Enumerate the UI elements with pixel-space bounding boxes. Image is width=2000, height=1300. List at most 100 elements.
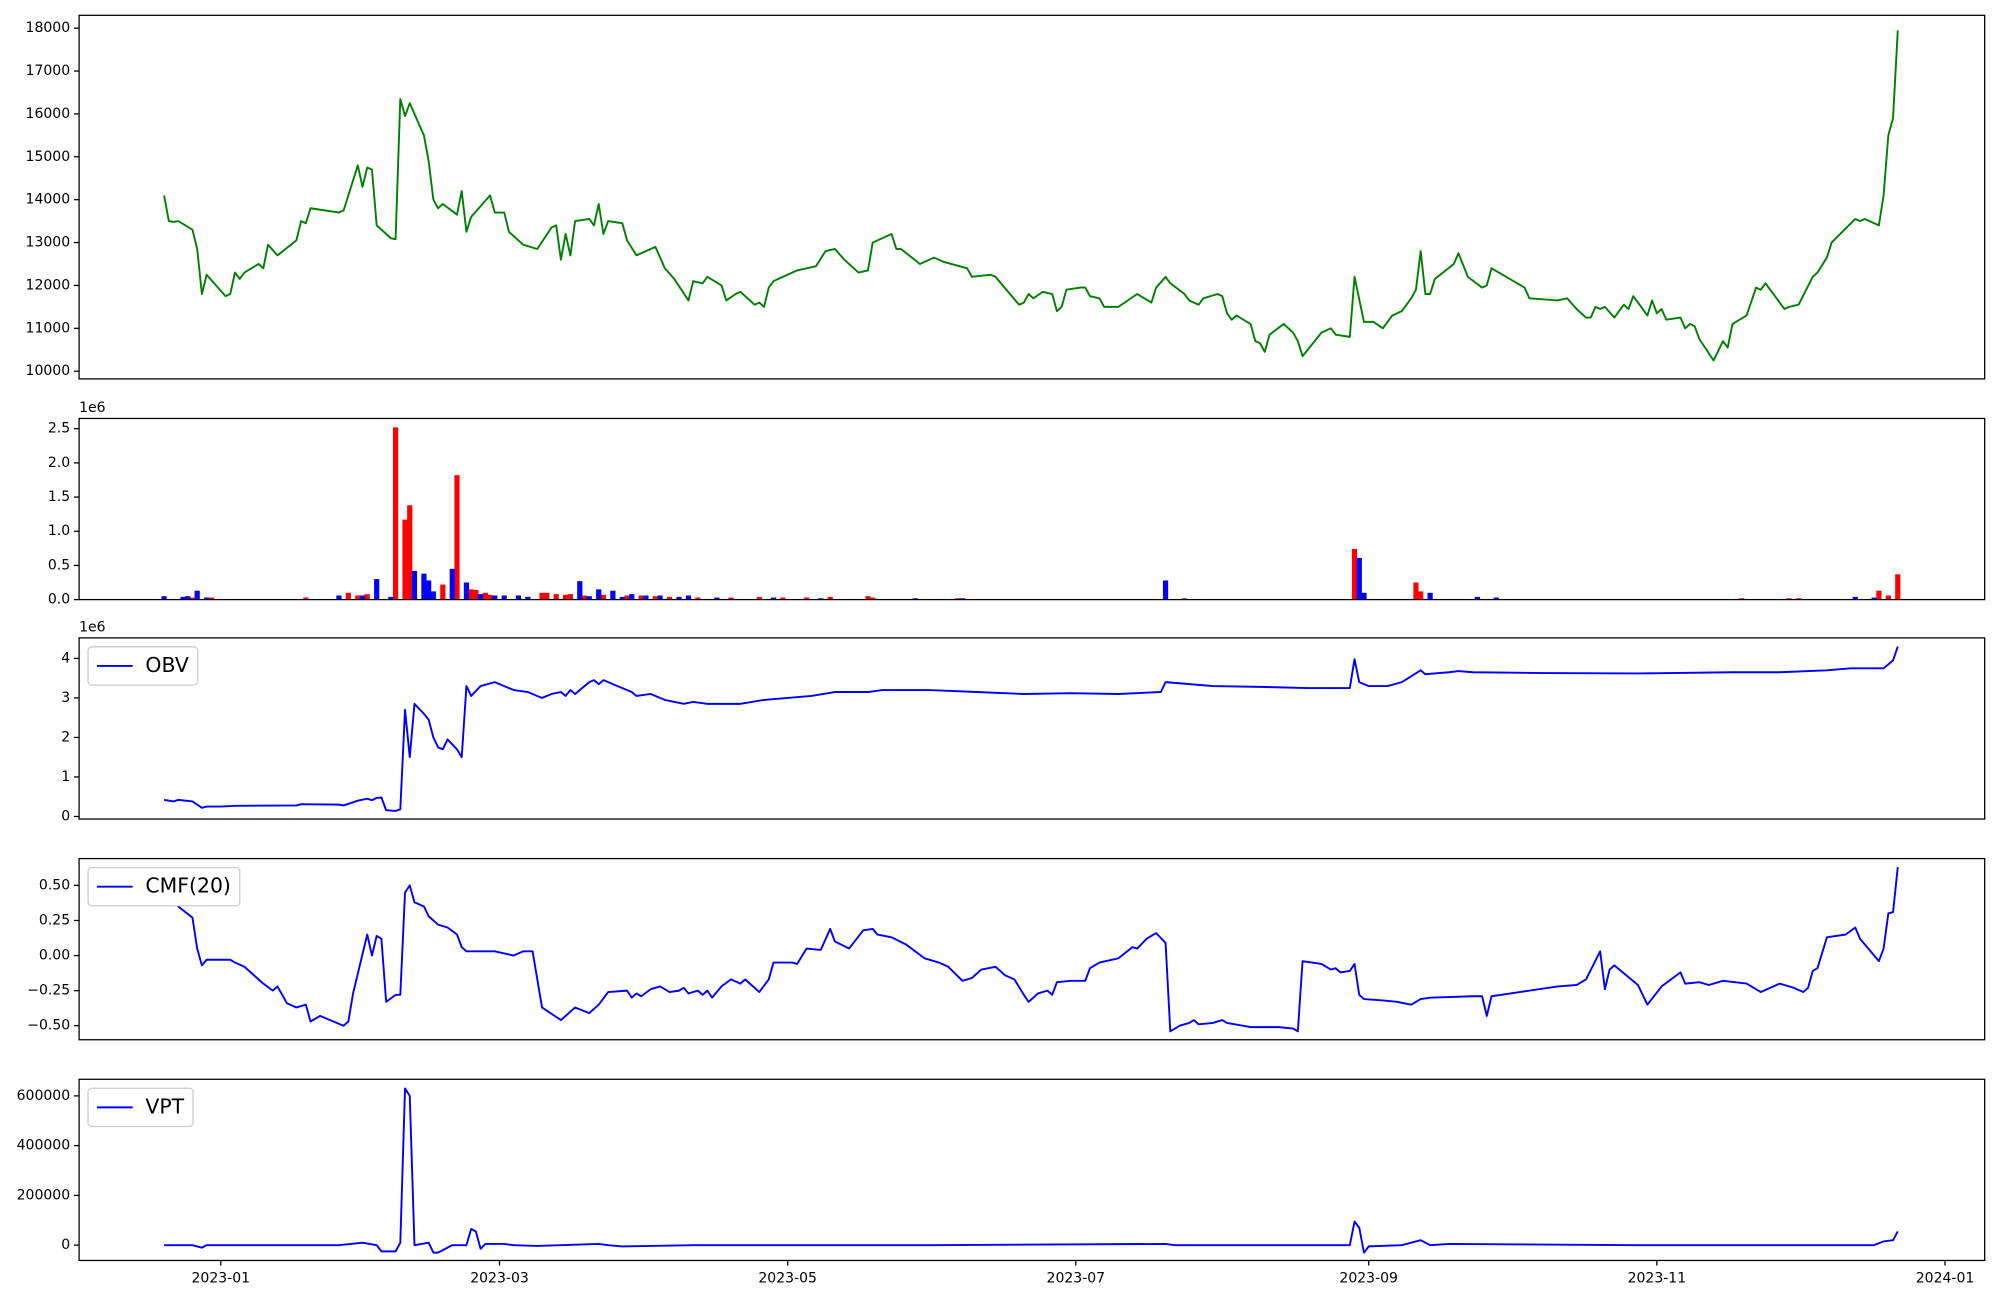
series-line <box>163 867 1899 1033</box>
volume-bar <box>1876 590 1882 600</box>
volume-bar <box>473 590 479 600</box>
panel-frame <box>78 1078 1986 1262</box>
volume-bar <box>629 594 635 600</box>
panel-frame <box>78 857 1986 1041</box>
legend: VPT <box>87 1087 194 1128</box>
volume-bar <box>1427 592 1433 600</box>
volume-bar <box>652 596 658 600</box>
volume-bar <box>666 596 673 600</box>
y-tick-label: −0.25 <box>27 983 70 999</box>
y-tick-label: 12000 <box>26 277 71 293</box>
volume-bar <box>912 598 918 600</box>
volume-bar <box>539 592 545 600</box>
volume-bar <box>685 595 692 600</box>
volume-bar <box>1361 592 1367 600</box>
volume-bar <box>643 595 649 600</box>
legend-box <box>87 1087 194 1128</box>
y-tick-label: 17000 <box>26 63 71 79</box>
volume-bar <box>208 597 214 600</box>
volume-bar <box>1356 557 1362 600</box>
volume-bar <box>1351 549 1358 600</box>
volume-bar <box>478 594 484 600</box>
volume-bar <box>402 519 408 600</box>
volume-bar <box>515 595 522 600</box>
series-line <box>163 30 1899 362</box>
volume-bar <box>501 595 507 600</box>
y-tick-label: 3 <box>61 690 70 706</box>
volume-bar <box>430 591 436 600</box>
x-tick-label: 2023-09 <box>1339 1270 1398 1286</box>
volume-bar <box>388 596 394 600</box>
volume-bar <box>185 596 191 600</box>
volume-bar <box>728 597 734 600</box>
volume-bar <box>596 589 602 600</box>
volume-bar <box>756 596 762 600</box>
series-line <box>164 1087 1899 1254</box>
y-tick-label: 18000 <box>26 20 71 36</box>
volume-bar <box>1885 595 1891 600</box>
legend-label: OBV <box>145 653 188 677</box>
volume-bar <box>780 597 786 600</box>
volume-bar <box>411 570 418 600</box>
legend: OBV <box>87 646 199 686</box>
volume-bar <box>581 595 588 600</box>
volume-bar <box>676 596 682 600</box>
legend-box <box>87 866 241 907</box>
volume-bar <box>827 596 833 600</box>
volume-bar <box>586 596 592 600</box>
volume-bar <box>355 595 361 600</box>
y-tick-label: 200000 <box>17 1187 71 1203</box>
x-tick-label: 2023-05 <box>758 1270 817 1286</box>
x-tick-label: 2024-01 <box>1916 1270 1975 1286</box>
volume-bar <box>204 597 210 600</box>
volume-bar <box>818 598 824 600</box>
y-tick-label: 1 <box>61 769 70 785</box>
y-tick-label: 15000 <box>26 149 71 165</box>
volume-bar <box>600 594 607 600</box>
volume-bar <box>865 596 871 600</box>
y-tick-label: 0 <box>61 1237 70 1253</box>
volume-bar <box>449 568 455 600</box>
x-tick-label: 2023-07 <box>1047 1270 1106 1286</box>
volume-bar <box>1895 574 1901 600</box>
y-tick-label: 13000 <box>26 235 71 251</box>
volume-bar <box>1474 596 1480 600</box>
volume-bar <box>487 594 493 600</box>
volume-bar <box>482 592 488 600</box>
y-tick-label: 400000 <box>17 1138 71 1154</box>
y-tick-label: 600000 <box>17 1088 71 1104</box>
volume-bar <box>463 582 470 600</box>
volume-bar <box>619 596 625 600</box>
volume-bar <box>714 597 720 600</box>
volume-bar <box>770 597 777 600</box>
volume-bar <box>544 592 550 600</box>
series-line <box>163 646 1899 812</box>
volume-bar <box>567 594 573 600</box>
volume-bar <box>407 505 413 600</box>
volume-bar <box>638 595 644 600</box>
legend-box <box>87 646 199 686</box>
volume-bar <box>1739 598 1745 600</box>
x-tick-label: 2023-03 <box>470 1270 529 1286</box>
y-tick-label: 0.0 <box>48 592 70 608</box>
x-tick-label: 2023-11 <box>1628 1270 1687 1286</box>
y-tick-label: 2 <box>61 729 70 745</box>
legend: CMF(20) <box>87 866 241 907</box>
panel-frame <box>78 637 1986 820</box>
volume-bar <box>870 597 876 600</box>
y-tick-label: −0.50 <box>27 1018 70 1034</box>
volume-bar <box>610 590 616 600</box>
volume-bar <box>1795 598 1802 600</box>
volume-bar <box>345 592 351 600</box>
volume-bar <box>426 580 432 600</box>
volume-bar <box>194 590 200 600</box>
y-tick-label: 16000 <box>26 106 71 122</box>
volume-bar <box>364 594 370 600</box>
volume-bar <box>563 594 569 600</box>
offset-label: 1e6 <box>79 620 106 636</box>
volume-bar <box>374 579 380 600</box>
y-tick-label: 14000 <box>26 192 71 208</box>
volume-bar <box>440 584 446 600</box>
